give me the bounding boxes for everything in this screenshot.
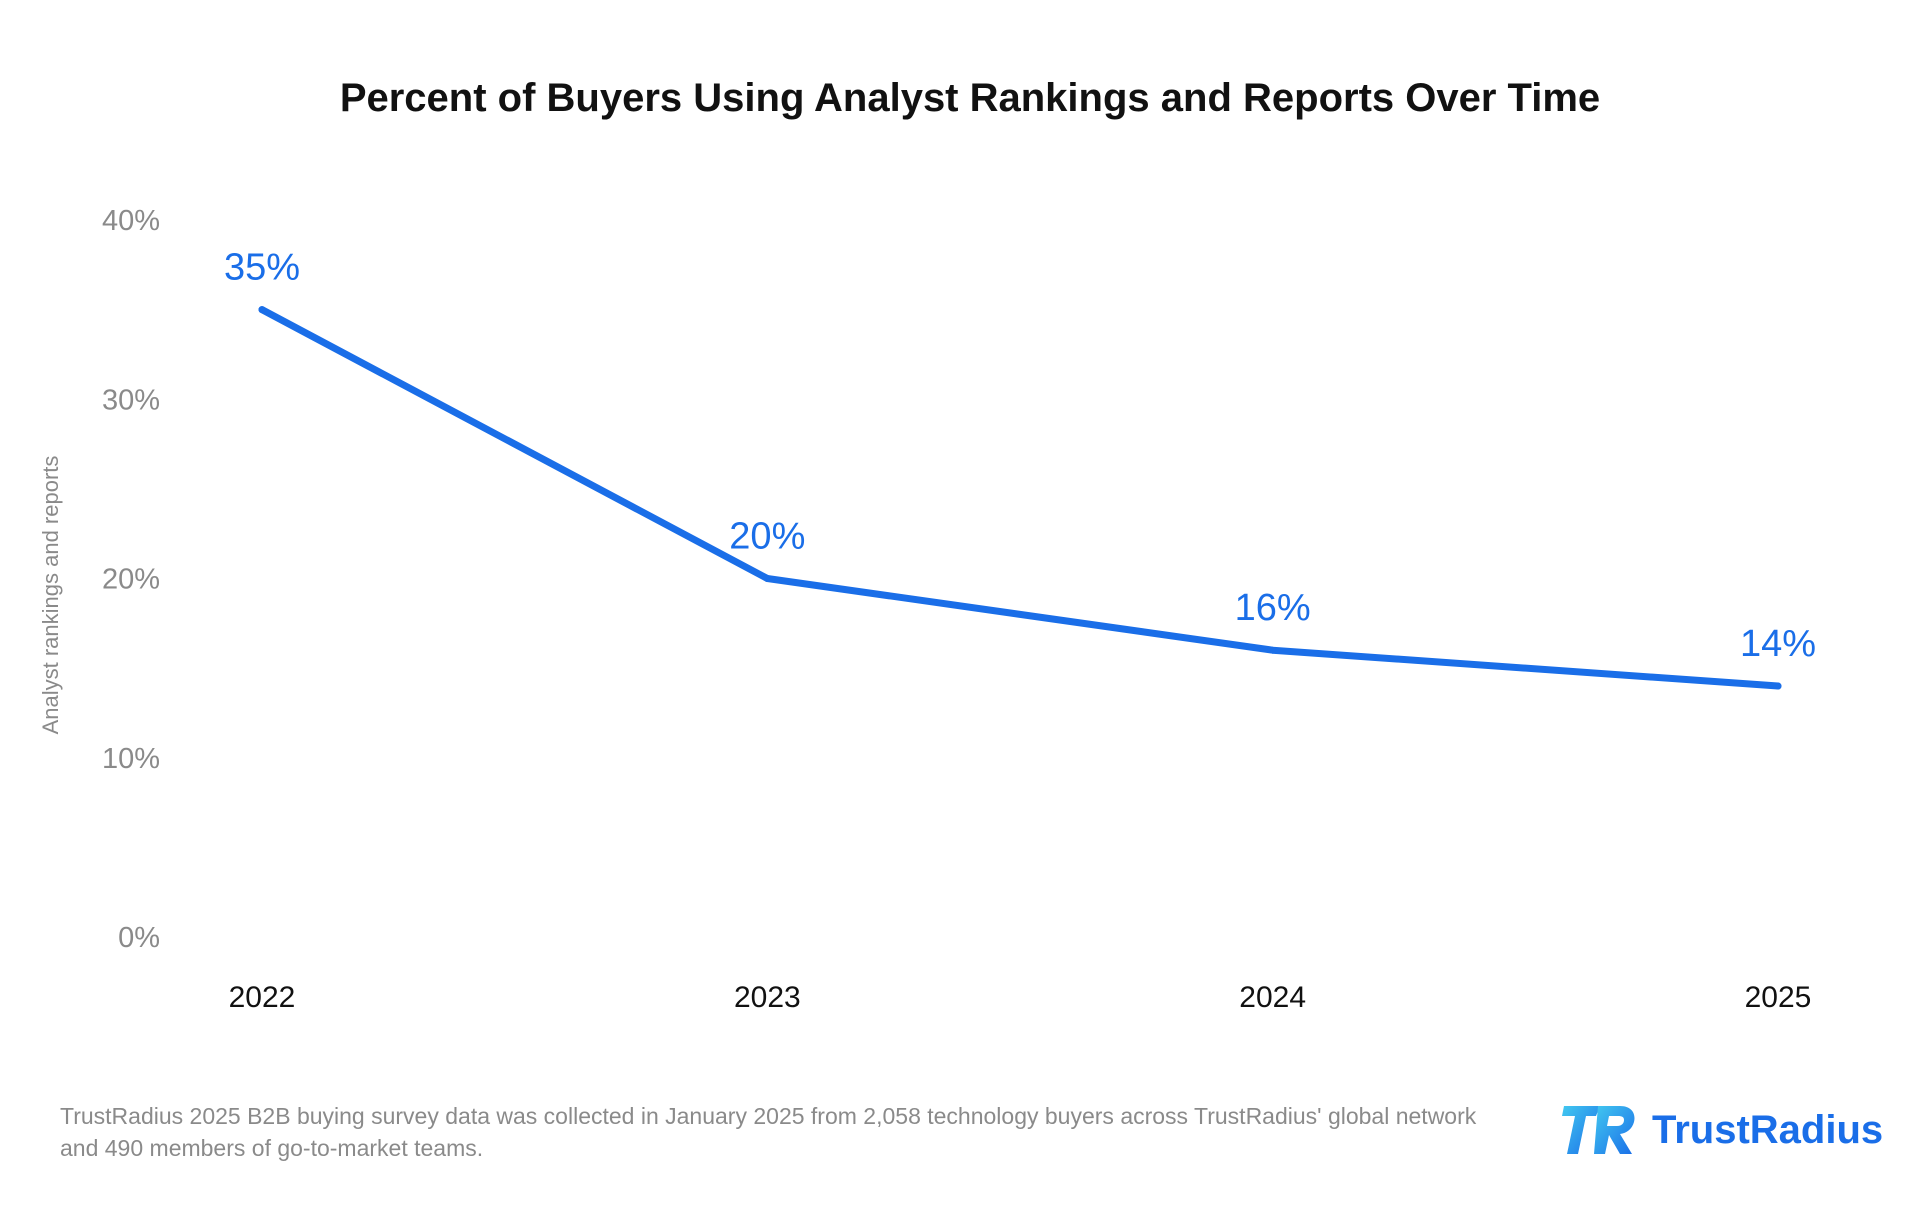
data-point (1269, 646, 1277, 654)
data-point (258, 306, 266, 314)
y-axis-ticks: 0% 10% 20% 30% 40% (102, 205, 160, 954)
x-tick-label: 2025 (1745, 981, 1812, 1014)
chart-title: Percent of Buyers Using Analyst Rankings… (340, 76, 1600, 120)
y-tick-label: 10% (102, 743, 160, 775)
y-tick-label: 20% (102, 564, 160, 596)
footnote-line-1: TrustRadius 2025 B2B buying survey data … (60, 1103, 1477, 1129)
y-tick-label: 0% (118, 922, 160, 954)
y-axis-label: Analyst rankings and reports (38, 456, 63, 735)
brand-logo: TrustRadius (1562, 1100, 1892, 1160)
data-point (763, 575, 771, 582)
y-tick-label: 40% (102, 205, 160, 237)
x-tick-label: 2023 (734, 981, 801, 1014)
data-labels: 35% 20% 16% 14% (224, 247, 1816, 665)
trustradius-tr-logo-icon (1562, 1106, 1635, 1154)
y-tick-label: 30% (102, 384, 160, 416)
x-tick-label: 2022 (229, 981, 296, 1014)
data-label: 14% (1740, 623, 1816, 665)
footnote: TrustRadius 2025 B2B buying survey data … (60, 1100, 1520, 1164)
brand-name: TrustRadius (1652, 1107, 1884, 1152)
data-label: 20% (729, 516, 805, 558)
x-tick-label: 2024 (1239, 981, 1306, 1014)
series-layer (258, 306, 1782, 690)
series-line (258, 306, 1782, 690)
data-point (1774, 682, 1782, 690)
footnote-line-2: and 490 members of go-to-market teams. (60, 1135, 484, 1161)
data-label: 35% (224, 247, 300, 289)
data-label: 16% (1235, 587, 1311, 629)
x-axis-ticks: 2022 2023 2024 2025 (229, 981, 1812, 1014)
